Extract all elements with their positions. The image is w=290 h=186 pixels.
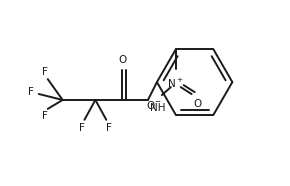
Text: O: O xyxy=(193,99,202,109)
Text: F: F xyxy=(106,123,112,133)
Text: F: F xyxy=(28,87,34,97)
Text: NH: NH xyxy=(150,103,166,113)
Text: N$^+$: N$^+$ xyxy=(167,77,184,90)
Text: O: O xyxy=(118,55,126,65)
Text: F: F xyxy=(42,111,48,121)
Text: F: F xyxy=(79,123,84,133)
Text: F: F xyxy=(42,67,48,77)
Text: O$^{-}$: O$^{-}$ xyxy=(146,99,162,111)
